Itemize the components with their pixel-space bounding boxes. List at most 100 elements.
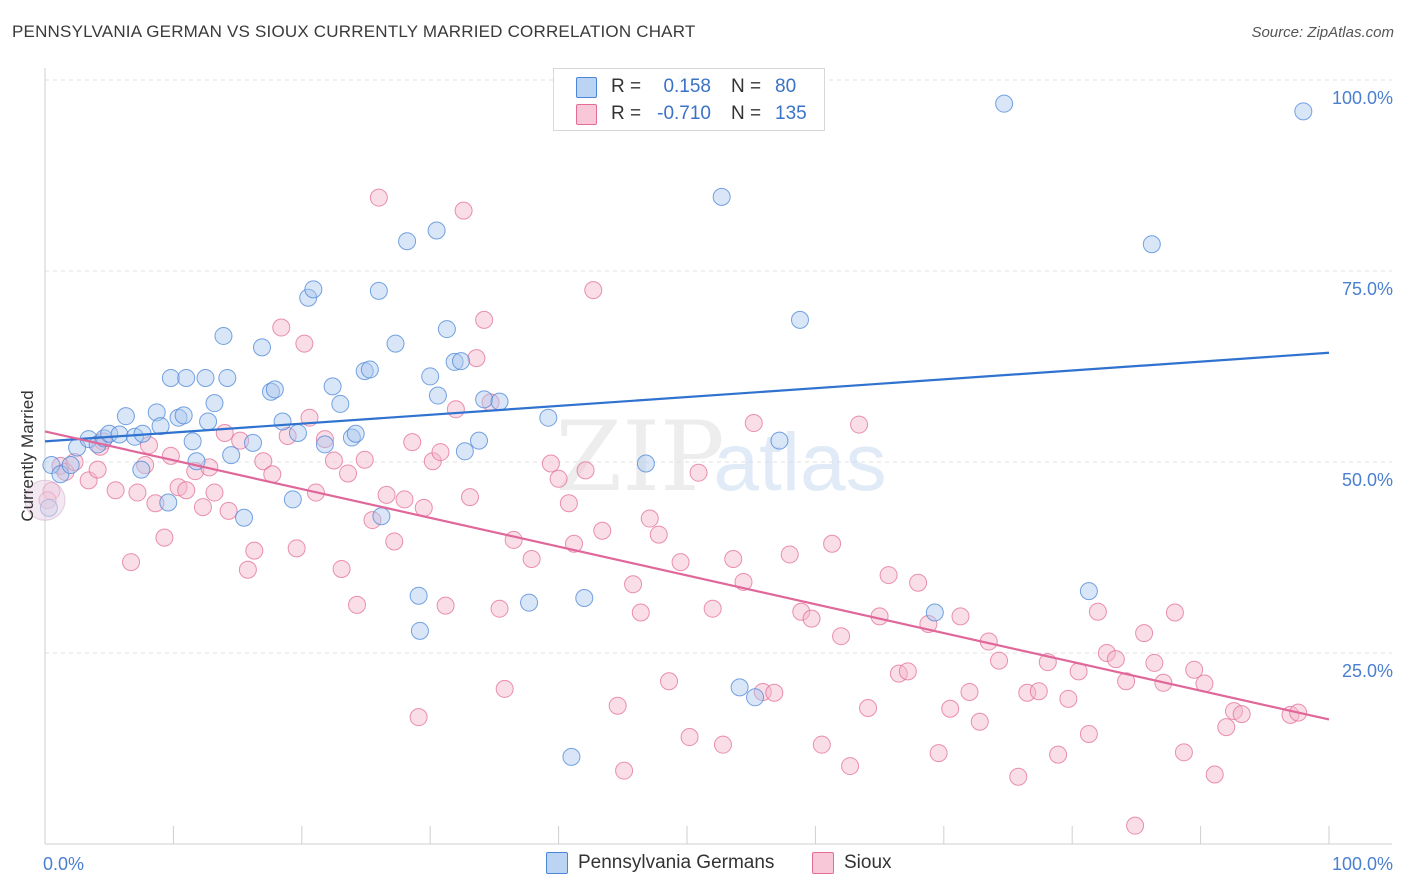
sioux-point [363,511,382,530]
sioux-point [278,427,297,446]
pennsylvania-germans-point [205,394,224,413]
sioux-point [504,530,523,549]
pennsylvania-germans-point [539,408,558,427]
pennsylvania-germans-point [746,688,765,707]
r-label: R = [611,103,642,124]
sioux-point [832,627,851,646]
y-tick-label: 50.0% [1342,470,1393,490]
sioux-point [859,699,878,718]
sioux-point [1106,650,1125,669]
sioux-point [106,481,125,500]
n-label: N = [731,103,762,124]
sioux-point [369,188,388,207]
pennsylvania-germans-point [283,490,302,509]
pennsylvania-germans-point [199,412,218,431]
pennsylvania-germans-point [331,394,350,413]
sioux-point [608,696,627,715]
pennsylvania-germans-point [346,424,365,443]
sioux-point [461,488,480,507]
trend-lines [44,351,1330,721]
pennsylvania-germans-point [273,412,292,431]
pennsylvania-germans-point [428,386,447,405]
y-tick-label: 25.0% [1342,661,1393,681]
sioux-point [315,430,334,449]
series-legend: Pennsylvania Germans Sioux [0,852,1406,878]
pennsylvania-germans-point [770,431,789,450]
r-value: 0.158 [663,76,711,97]
legend-item-pennsylvania-germans: Pennsylvania Germans [546,852,774,874]
pennsylvania-germans-point [218,368,237,387]
sioux-point [841,757,860,776]
pennsylvania-germans-point [116,407,135,426]
pennsylvania-germans-point [51,465,70,484]
pennsylvania-germans-point [174,406,193,425]
sioux-point [541,454,560,473]
pennsylvania-germans-point [323,377,342,396]
pennsylvania-germans-point [61,456,80,475]
sioux-point [1088,602,1107,621]
y-axis-label: Currently Married [18,390,37,521]
pennsylvania-germans-point [265,380,284,399]
sioux-point [812,735,831,754]
pennsylvania-germans-point [222,446,241,465]
sioux-point [495,679,514,698]
pennsylvania-germans-trend-line [44,351,1330,443]
pennsylvania-germans-point [427,221,446,240]
sioux-point [155,528,174,547]
legend-row-pennsylvania-germans: R = 0.158 N = 80 [576,74,796,100]
pennsylvania-germans-point [469,431,488,450]
pennsylvania-germans-point [636,454,655,473]
sioux-point [929,744,948,763]
sioux-point [79,471,98,490]
pennsylvania-germans-point [437,320,456,339]
pennsylvania-germans-point [790,310,809,329]
chart-title: PENNSYLVANIA GERMAN VS SIOUX CURRENTLY M… [12,22,696,41]
sioux-point [576,461,595,480]
sioux-point [565,534,584,553]
sioux-point [467,349,486,368]
sioux-point [823,534,842,553]
sioux-points [38,188,1308,835]
sioux-point [324,451,343,470]
pennsylvania-germans-point [712,187,731,206]
pennsylvania-germans-point [490,392,509,411]
sioux-point [177,481,196,500]
sioux-point [1029,682,1048,701]
pennsylvania-germans-point [562,747,581,766]
sioux-point [1079,724,1098,743]
r-label: R = [611,76,642,97]
overlap-point [24,479,66,521]
pink-swatch [812,852,834,874]
sioux-point [431,443,450,462]
sioux-point [898,662,917,681]
sioux-point [238,560,257,579]
sioux-point [122,553,141,572]
sioux-point [549,469,568,488]
pennsylvania-germans-point [1142,235,1161,254]
x-tick-label-min: 0.0% [43,854,84,874]
pennsylvania-germans-point [409,586,428,605]
sioux-point [1145,653,1164,672]
sioux-point [193,498,212,517]
sioux-point [909,573,928,592]
n-value: 80 [775,76,797,97]
sioux-point [1135,624,1154,643]
sioux-point [490,599,509,618]
tick-labels: 25.0% 50.0% 75.0% 100.0% 0.0% 100.0% [43,88,1393,874]
sioux-point [1049,745,1068,764]
pennsylvania-germans-point [925,603,944,622]
pennsylvania-germans-point [151,417,170,436]
blue-swatch [546,852,568,874]
sioux-point [245,541,264,560]
x-tick-label-max: 100.0% [1332,854,1393,874]
sioux-point [377,485,396,504]
sioux-point [631,603,650,622]
legend-label: Pennsylvania Germans [578,852,775,873]
sioux-point [1232,705,1251,724]
sioux-point [295,334,314,353]
sioux-point [689,463,708,482]
sioux-point [215,423,234,442]
pennsylvania-germans-point [360,360,379,379]
pennsylvania-germans-point [288,423,307,442]
